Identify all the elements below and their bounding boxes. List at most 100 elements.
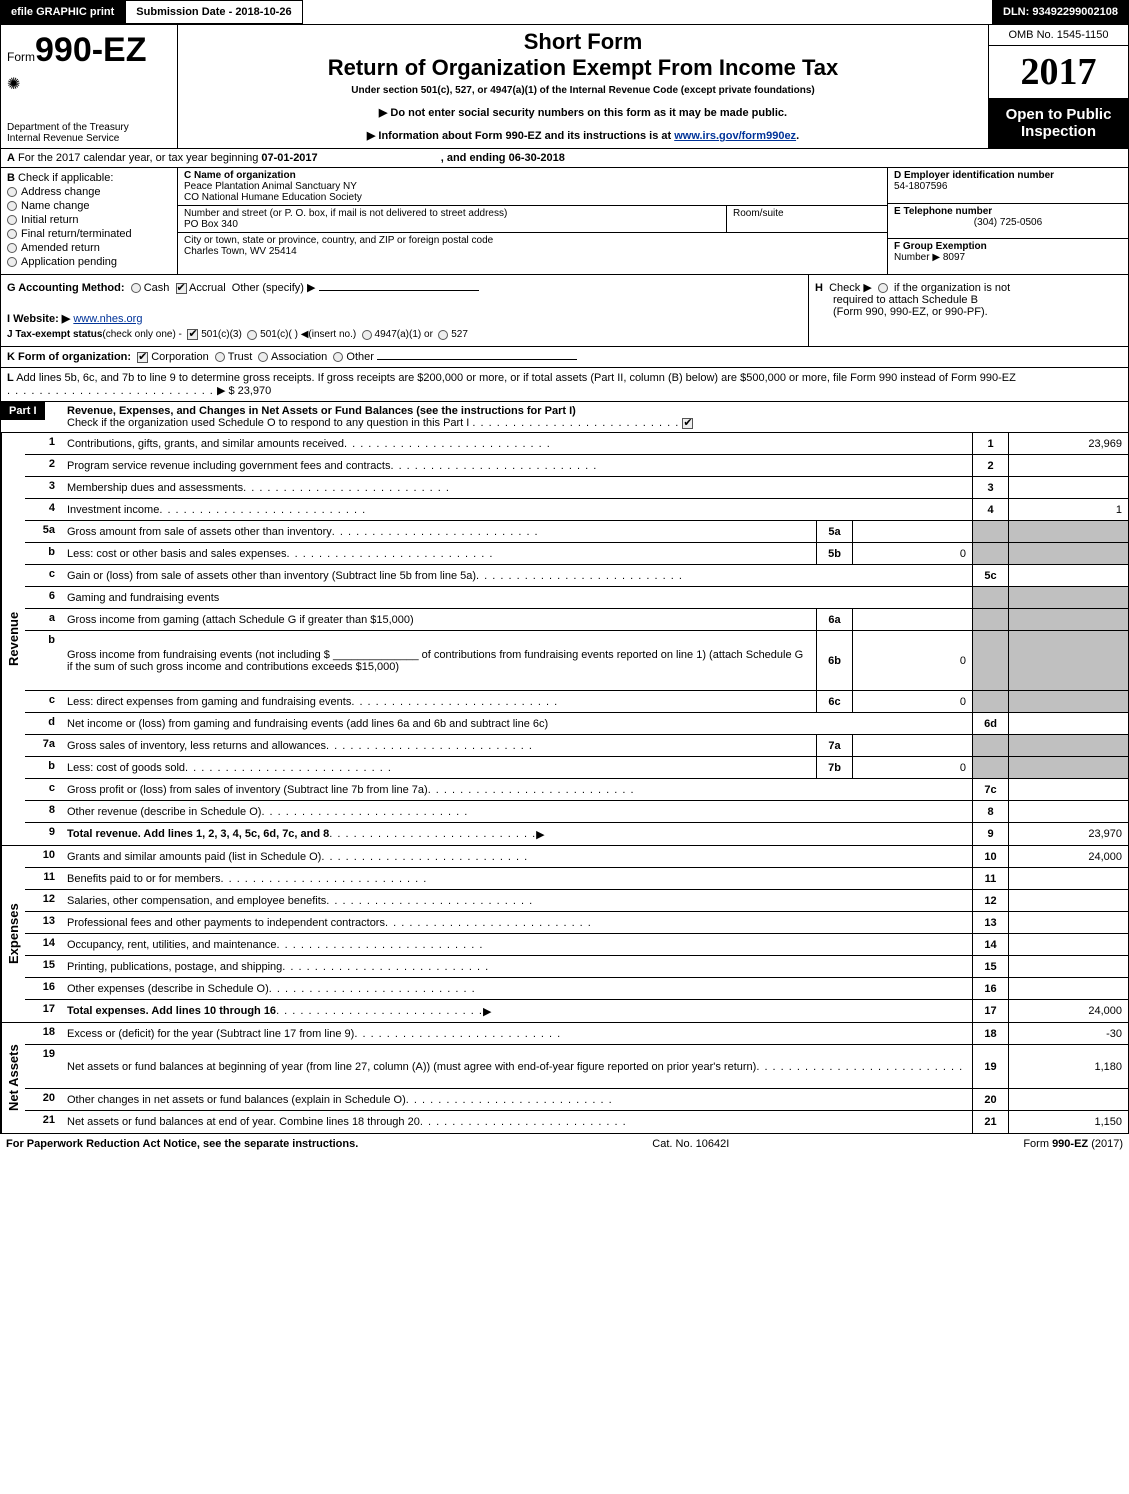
line-2-desc: Program service revenue including govern… bbox=[67, 460, 390, 472]
l-label: L bbox=[7, 372, 14, 384]
revenue-section: Revenue 1 Contributions, gifts, grants, … bbox=[0, 433, 1129, 846]
website-link[interactable]: www.nhes.org bbox=[73, 313, 142, 325]
line-10-desc: Grants and similar amounts paid (list in… bbox=[67, 851, 321, 863]
line-6d-box: 6d bbox=[972, 713, 1008, 734]
line-6: 6 Gaming and fundraising events bbox=[25, 587, 1128, 609]
line-18: 18 Excess or (deficit) for the year (Sub… bbox=[25, 1023, 1128, 1045]
k-other-input[interactable] bbox=[377, 359, 577, 360]
line-16-desc: Other expenses (describe in Schedule O) bbox=[67, 983, 269, 995]
line-20-box: 20 bbox=[972, 1089, 1008, 1110]
efile-print-button[interactable]: efile GRAPHIC print bbox=[0, 0, 125, 24]
b-label: B bbox=[7, 172, 15, 184]
check-amended-return-label: Amended return bbox=[21, 242, 100, 254]
j-4947-radio[interactable] bbox=[362, 330, 372, 340]
line-21-num: 21 bbox=[25, 1111, 61, 1133]
j-501c3-check[interactable] bbox=[187, 329, 198, 340]
line-3-box: 3 bbox=[972, 477, 1008, 498]
arrow-icon: ▶ bbox=[483, 1005, 491, 1018]
line-1: 1 Contributions, gifts, grants, and simi… bbox=[25, 433, 1128, 455]
col-b-checks: B Check if applicable: Address change Na… bbox=[1, 168, 178, 274]
irs-link[interactable]: www.irs.gov/form990ez bbox=[674, 130, 796, 142]
line-17-box: 17 bbox=[972, 1000, 1008, 1022]
line-15-val bbox=[1008, 956, 1128, 977]
line-17-val: 24,000 bbox=[1008, 1000, 1128, 1022]
dept-irs: Internal Revenue Service bbox=[7, 133, 129, 144]
line-19: 19 Net assets or fund balances at beginn… bbox=[25, 1045, 1128, 1089]
line-12-box: 12 bbox=[972, 890, 1008, 911]
h-check[interactable] bbox=[878, 283, 888, 293]
year-text1: For the 2017 calendar year, or tax year … bbox=[18, 152, 261, 164]
line-6-desc: Gaming and fundraising events bbox=[67, 592, 219, 604]
line-19-val: 1,180 bbox=[1008, 1045, 1128, 1088]
check-address-change-label: Address change bbox=[21, 186, 101, 198]
group-exemption-value: 8097 bbox=[943, 252, 965, 263]
line-2-num: 2 bbox=[25, 455, 61, 476]
j-527-radio[interactable] bbox=[438, 330, 448, 340]
line-6a-desc: Gross income from gaming (attach Schedul… bbox=[67, 614, 414, 626]
k-other-radio[interactable] bbox=[333, 352, 343, 362]
check-address-change[interactable] bbox=[7, 187, 17, 197]
line-3-val bbox=[1008, 477, 1128, 498]
line-7a-greybox bbox=[972, 735, 1008, 756]
line-4-val: 1 bbox=[1008, 499, 1128, 520]
line-3: 3 Membership dues and assessments 3 bbox=[25, 477, 1128, 499]
k-corp-check[interactable] bbox=[137, 352, 148, 363]
l-dots bbox=[7, 385, 214, 397]
line-1-num: 1 bbox=[25, 433, 61, 454]
line-21-val: 1,150 bbox=[1008, 1111, 1128, 1133]
check-name-change[interactable] bbox=[7, 201, 17, 211]
line-14-val bbox=[1008, 934, 1128, 955]
line-6c-mid: 6c bbox=[816, 691, 852, 712]
line-5a-greybox bbox=[972, 521, 1008, 542]
h-text3: required to attach Schedule B bbox=[833, 294, 978, 306]
line-5b-num: b bbox=[25, 543, 61, 564]
line-16: 16 Other expenses (describe in Schedule … bbox=[25, 978, 1128, 1000]
line-8: 8 Other revenue (describe in Schedule O)… bbox=[25, 801, 1128, 823]
k-assoc-radio[interactable] bbox=[258, 352, 268, 362]
j-opt-527: 527 bbox=[451, 329, 468, 340]
line-6a-greybox bbox=[972, 609, 1008, 630]
section-gh: G Accounting Method: Cash Accrual Other … bbox=[0, 275, 1129, 347]
form-subtitle: Under section 501(c), 527, or 4947(a)(1)… bbox=[186, 85, 980, 96]
line-20-num: 20 bbox=[25, 1089, 61, 1110]
check-application-pending[interactable] bbox=[7, 257, 17, 267]
line-7b-desc: Less: cost of goods sold bbox=[67, 762, 185, 774]
line-7b-mid: 7b bbox=[816, 757, 852, 778]
line-5b-greyval bbox=[1008, 543, 1128, 564]
line-11-val bbox=[1008, 868, 1128, 889]
line-6a: a Gross income from gaming (attach Sched… bbox=[25, 609, 1128, 631]
line-8-val bbox=[1008, 801, 1128, 822]
line-14-desc: Occupancy, rent, utilities, and maintena… bbox=[67, 939, 277, 951]
phone-value: (304) 725-0506 bbox=[894, 217, 1122, 228]
org-name-2: CO National Humane Education Society bbox=[184, 192, 362, 203]
part1-schedule-o-check[interactable] bbox=[682, 418, 693, 429]
line-5b-desc: Less: cost or other basis and sales expe… bbox=[67, 548, 287, 560]
k-trust-label: Trust bbox=[228, 351, 253, 363]
line-6a-num: a bbox=[25, 609, 61, 630]
check-initial-return-label: Initial return bbox=[21, 214, 78, 226]
line-20-val bbox=[1008, 1089, 1128, 1110]
line-13-box: 13 bbox=[972, 912, 1008, 933]
line-19-desc: Net assets or fund balances at beginning… bbox=[67, 1061, 756, 1073]
header-left: Form990-EZ ✺ Department of the Treasury … bbox=[1, 25, 178, 148]
line-9-num: 9 bbox=[25, 823, 61, 845]
line-4-box: 4 bbox=[972, 499, 1008, 520]
line-7a-desc: Gross sales of inventory, less returns a… bbox=[67, 740, 326, 752]
j-501c-radio[interactable] bbox=[247, 330, 257, 340]
acct-cash-radio[interactable] bbox=[131, 283, 141, 293]
line-5a: 5a Gross amount from sale of assets othe… bbox=[25, 521, 1128, 543]
acct-other-input[interactable] bbox=[319, 290, 479, 291]
acct-accrual-check[interactable] bbox=[176, 283, 187, 294]
check-final-return[interactable] bbox=[7, 229, 17, 239]
check-initial-return[interactable] bbox=[7, 215, 17, 225]
l-text: Add lines 5b, 6c, and 7b to line 9 to de… bbox=[16, 372, 1016, 384]
line-5c-box: 5c bbox=[972, 565, 1008, 586]
k-trust-radio[interactable] bbox=[215, 352, 225, 362]
line-14: 14 Occupancy, rent, utilities, and maint… bbox=[25, 934, 1128, 956]
line-7a-num: 7a bbox=[25, 735, 61, 756]
check-amended-return[interactable] bbox=[7, 243, 17, 253]
ssn-warning: ▶ Do not enter social security numbers o… bbox=[186, 106, 980, 119]
h-text4: (Form 990, 990-EZ, or 990-PF). bbox=[833, 306, 988, 318]
line-11-desc: Benefits paid to or for members bbox=[67, 873, 220, 885]
short-form-title: Short Form bbox=[186, 29, 980, 55]
